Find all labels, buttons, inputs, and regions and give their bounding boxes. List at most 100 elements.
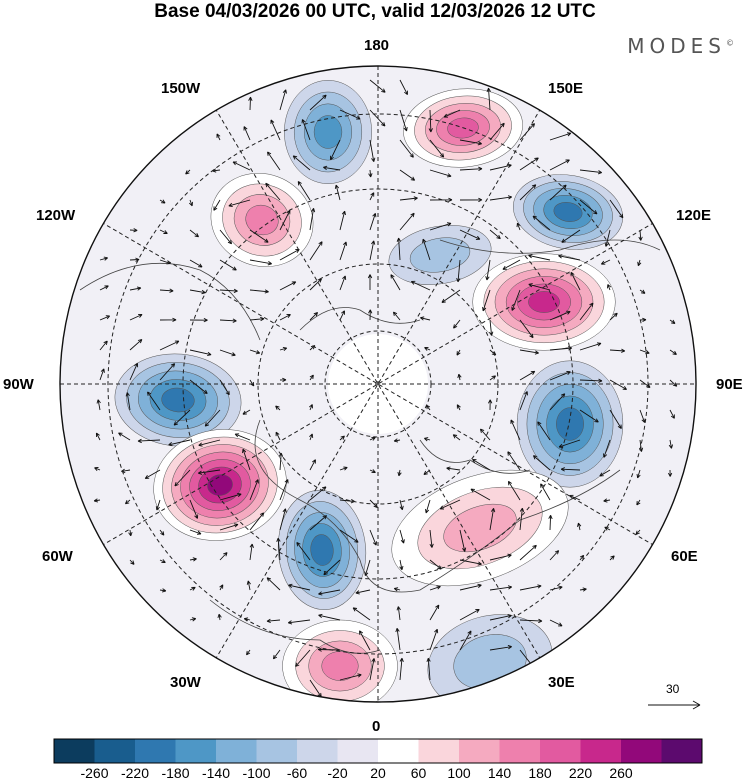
wind-arrow <box>318 613 341 621</box>
wind-arrow <box>249 349 261 355</box>
wind-arrow <box>129 228 138 233</box>
wind-arrow <box>510 419 521 441</box>
wind-arrow <box>129 338 143 351</box>
map-title: Base 04/03/2026 00 UTC, valid 12/03/2026… <box>154 1 596 22</box>
wind-arrow <box>519 184 537 201</box>
colorbar-tick-label: 100 <box>447 765 471 781</box>
colorbar-swatch <box>175 739 217 763</box>
wind-arrow <box>296 541 311 561</box>
wind-arrow <box>489 195 513 201</box>
wind-arrow <box>519 544 537 561</box>
wind-arrow <box>189 557 197 562</box>
lon-label-0: 0 <box>372 718 381 735</box>
wind-arrow <box>639 349 650 355</box>
lon-label-150e: 150E <box>548 80 584 97</box>
wind-arrow <box>219 259 237 271</box>
wind-arrow <box>125 392 131 411</box>
wind-arrow <box>392 311 401 321</box>
contour-high-siberia-5 <box>528 291 560 313</box>
wind-arrow <box>249 512 265 531</box>
colorbar-tick-label: -60 <box>286 765 308 781</box>
wind-arrow <box>453 319 461 329</box>
wind-arrow <box>288 583 311 591</box>
map-boundary <box>59 65 697 703</box>
wind-arrow <box>292 155 311 171</box>
wind-arrow <box>446 466 461 471</box>
colorbar-tick-label: 140 <box>487 765 512 781</box>
contour-high-atlantic-3 <box>321 651 359 681</box>
wind-arrow <box>519 319 534 339</box>
wind-arrow <box>352 607 371 621</box>
wind-arrow <box>399 529 405 544</box>
colorbar-swatch <box>499 739 541 763</box>
wind-arrow <box>399 559 404 571</box>
wind-arrow <box>174 469 191 487</box>
wind-arrow <box>609 409 622 429</box>
wind-arrow <box>232 161 251 171</box>
wind-arrow <box>96 399 101 411</box>
wind-arrow <box>309 241 323 261</box>
wind-arrow <box>516 222 521 231</box>
wind-arrow <box>570 271 581 291</box>
wind-arrow <box>393 587 401 592</box>
wind-arrow <box>635 529 641 535</box>
wind-arrow <box>93 498 101 503</box>
wind-arrow <box>519 349 539 355</box>
wind-arrow <box>189 529 202 535</box>
wind-arrow <box>137 438 161 444</box>
contour-high-alaska-3 <box>245 204 279 236</box>
wind-arrow <box>147 391 161 411</box>
wind-arrow <box>429 604 440 621</box>
anomaly-low-central-asia <box>516 360 624 488</box>
wind-arrow <box>369 529 377 546</box>
wind-arrow <box>532 455 551 471</box>
wind-arrow <box>249 259 272 266</box>
wind-arrow <box>144 469 161 479</box>
wind-arrow <box>219 379 230 396</box>
colorbar-swatch <box>580 739 622 763</box>
wind-arrow <box>472 458 491 471</box>
wind-arrow <box>669 349 677 355</box>
lon-label-60w: 60W <box>42 548 73 565</box>
wind-arrow <box>579 554 585 561</box>
contour-low-alaska-gulf-3 <box>313 115 343 149</box>
wind-arrow <box>511 289 521 311</box>
wind-arrow <box>604 229 611 247</box>
wind-arrow <box>278 452 284 471</box>
wind-arrow <box>489 122 505 141</box>
wind-arrow <box>548 514 553 531</box>
wind-arrow <box>519 157 539 171</box>
wind-arrow <box>249 316 265 322</box>
wind-arrow <box>519 370 536 381</box>
wind-arrow <box>459 630 472 651</box>
wind-arrow <box>609 555 615 561</box>
wind-arrow <box>549 550 560 561</box>
wind-arrow <box>275 405 281 411</box>
wind-arrow <box>266 577 281 591</box>
wind-arrow <box>279 479 289 501</box>
wind-arrow <box>396 606 401 621</box>
wind-arrow <box>159 588 167 593</box>
wind-arrow <box>279 377 287 383</box>
wind-arrow <box>173 409 191 426</box>
wind-arrow <box>636 499 641 506</box>
wind-arrow <box>579 409 599 423</box>
wind-arrow <box>399 657 404 681</box>
wind-arrow <box>159 529 165 536</box>
wind-arrow <box>429 628 439 651</box>
wind-arrow <box>295 649 311 667</box>
wind-arrow <box>339 275 347 291</box>
lon-label-60e: 60E <box>671 548 698 565</box>
wind-arrow <box>243 126 251 141</box>
anomaly-high-atlantic <box>282 619 398 702</box>
wind-arrow <box>309 459 316 471</box>
wind-arrow <box>249 289 269 294</box>
wind-arrow <box>429 559 442 570</box>
colorbar-swatch <box>621 739 662 763</box>
lon-label-30w: 30W <box>170 674 201 691</box>
wind-arrow <box>249 479 259 501</box>
wind-arrow <box>457 373 462 381</box>
wind-arrow <box>558 254 581 261</box>
wind-arrow <box>489 644 512 651</box>
wind-arrow <box>639 289 646 294</box>
